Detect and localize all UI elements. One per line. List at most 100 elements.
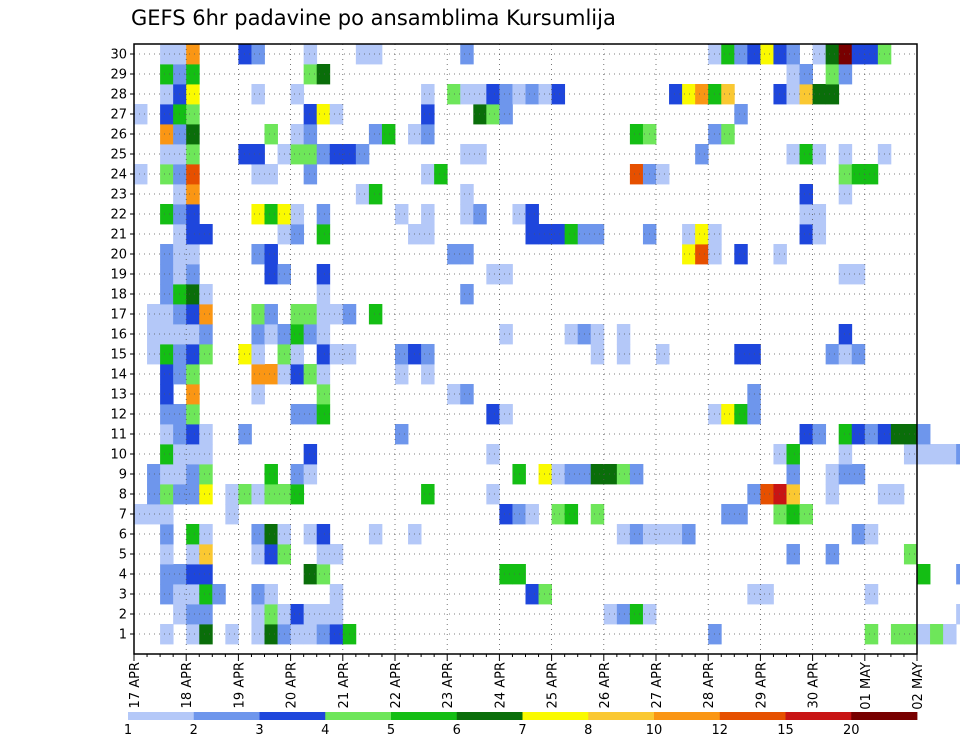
heatmap-cell [499, 504, 513, 525]
heatmap-cell [368, 304, 383, 325]
heatmap-cell [147, 464, 161, 485]
heatmap-cell [316, 344, 331, 365]
heatmap-cell [186, 84, 200, 105]
heatmap-cell [290, 84, 305, 105]
heatmap-cell [160, 484, 174, 505]
heatmap-cell [890, 624, 905, 645]
heatmap-cell [199, 464, 213, 485]
heatmap-cell [186, 104, 200, 125]
colorbar-label: 7 [518, 723, 526, 738]
heatmap-cell [695, 244, 709, 265]
y-tick-label: 8 [119, 488, 127, 503]
heatmap-cell [486, 84, 500, 105]
heatmap-cell [930, 444, 944, 465]
heatmap-cell [799, 424, 813, 445]
colorbar-swatch [522, 712, 589, 720]
y-tick-label: 5 [119, 548, 127, 563]
heatmap-cell [525, 224, 539, 245]
heatmap-cell [186, 404, 200, 425]
y-tick-label: 29 [110, 68, 127, 83]
heatmap-cell [525, 504, 539, 525]
heatmap-cell [316, 204, 331, 225]
colorbar-swatch [851, 712, 918, 720]
colorbar-swatch [719, 712, 786, 720]
heatmap-cell [734, 104, 748, 125]
heatmap-cell [316, 224, 331, 245]
colorbar-label: 10 [646, 723, 663, 738]
heatmap-cell [499, 564, 513, 585]
heatmap-cell [421, 344, 435, 365]
y-tick-label: 4 [119, 568, 127, 583]
heatmap-cell [186, 604, 200, 625]
heatmap-cell [786, 444, 800, 465]
heatmap-cell [721, 404, 735, 425]
heatmap-cell [721, 124, 735, 145]
heatmap-cell [825, 464, 840, 485]
heatmap-cell [773, 84, 787, 105]
heatmap-cell [421, 364, 435, 385]
heatmap-cell [669, 524, 683, 545]
heatmap-cell [799, 224, 813, 245]
colorbar-label: 8 [584, 723, 592, 738]
heatmap-cell [917, 444, 931, 465]
heatmap-cell [199, 424, 213, 445]
heatmap-cell [864, 164, 879, 185]
heatmap-cell [160, 284, 174, 305]
heatmap-cell [186, 464, 200, 485]
heatmap-cell [316, 304, 331, 325]
heatmap-cell [160, 384, 174, 405]
heatmap-cell [851, 424, 866, 445]
heatmap-cell [160, 624, 174, 645]
heatmap-cell [564, 224, 579, 245]
heatmap-cell [186, 364, 200, 385]
heatmap-cell [421, 164, 435, 185]
colorbar-swatch [456, 712, 523, 720]
heatmap-cell [499, 264, 513, 285]
heatmap-cell [316, 384, 331, 405]
heatmap-cell [473, 84, 487, 105]
heatmap-cell [447, 84, 461, 105]
heatmap-cell [186, 304, 200, 325]
heatmap-cell [838, 324, 853, 345]
heatmap-cell [251, 584, 265, 605]
heatmap-cell [238, 144, 252, 165]
heatmap-cell [134, 504, 148, 525]
heatmap-cell [186, 584, 200, 605]
heatmap-cell [838, 44, 853, 65]
heatmap-cell [421, 224, 435, 245]
heatmap-cell [799, 184, 813, 205]
heatmap-cell [917, 624, 931, 645]
heatmap-cell [434, 164, 448, 185]
heatmap-cell [160, 104, 174, 125]
y-tick-label: 18 [110, 288, 127, 303]
heatmap-cell [682, 84, 696, 105]
heatmap-cell [186, 444, 200, 465]
y-tick-label: 7 [119, 508, 127, 523]
heatmap-cell [851, 344, 866, 365]
heatmap-cell [486, 104, 500, 125]
heatmap-cell [290, 464, 305, 485]
heatmap-cell [590, 344, 605, 365]
heatmap-cell [525, 84, 539, 105]
heatmap-cell [251, 524, 265, 545]
heatmap-cell [799, 64, 813, 85]
heatmap-cell [734, 244, 748, 265]
heatmap-cell [329, 104, 344, 125]
y-tick-label: 2 [119, 608, 127, 623]
heatmap-cell [238, 344, 252, 365]
heatmap-cell [199, 284, 213, 305]
heatmap-cell [473, 104, 487, 125]
colorbar-label: 4 [321, 723, 329, 738]
colorbar-swatch [785, 712, 852, 720]
heatmap-cell [251, 244, 265, 265]
heatmap-cell [147, 504, 161, 525]
heatmap-cell [238, 44, 252, 65]
colorbar-swatch [128, 712, 195, 720]
x-tick-label: 21 APR [337, 662, 352, 708]
heatmap-cell [251, 324, 265, 345]
heatmap-cell [656, 524, 670, 545]
heatmap-cell [290, 324, 305, 345]
heatmap-cell [903, 424, 918, 445]
heatmap-cell [395, 344, 409, 365]
y-tick-label: 1 [119, 628, 127, 643]
